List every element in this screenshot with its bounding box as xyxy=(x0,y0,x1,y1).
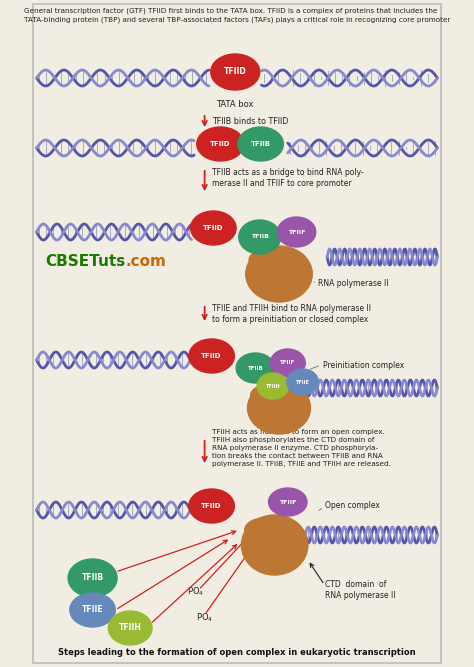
Text: TFIIB binds to TFIID: TFIIB binds to TFIID xyxy=(211,117,288,127)
Ellipse shape xyxy=(277,217,316,247)
Text: PO$_4$: PO$_4$ xyxy=(196,612,213,624)
Text: TFIIB: TFIIB xyxy=(82,574,104,582)
Text: Preinitiation complex: Preinitiation complex xyxy=(323,360,404,370)
Text: .com: .com xyxy=(126,255,167,269)
Ellipse shape xyxy=(236,353,274,383)
Text: TFIIB: TFIIB xyxy=(247,366,263,370)
Ellipse shape xyxy=(251,385,289,406)
Text: CBSETuts: CBSETuts xyxy=(46,255,126,269)
Ellipse shape xyxy=(238,127,283,161)
Ellipse shape xyxy=(249,249,289,271)
Ellipse shape xyxy=(270,349,305,377)
Ellipse shape xyxy=(109,611,152,645)
Text: TFIID: TFIID xyxy=(210,141,231,147)
Text: TFIIH acts as helicase to form an open complex.
TFIIH also phosphorylates the CT: TFIIH acts as helicase to form an open c… xyxy=(211,429,391,467)
Ellipse shape xyxy=(247,382,310,434)
Text: TFIIF: TFIIF xyxy=(280,360,295,366)
Ellipse shape xyxy=(241,515,308,575)
Ellipse shape xyxy=(189,489,234,523)
Ellipse shape xyxy=(197,127,244,161)
Text: TFIID: TFIID xyxy=(201,503,222,509)
Text: TFIIE and TFIIH bind to RNA polymerase II
to form a preinitiation or closed comp: TFIIE and TFIIH bind to RNA polymerase I… xyxy=(211,303,371,324)
Text: Steps leading to the formation of open complex in eukaryotic transcription: Steps leading to the formation of open c… xyxy=(58,648,416,657)
Ellipse shape xyxy=(257,373,289,399)
Ellipse shape xyxy=(245,518,284,542)
Text: TFIIH: TFIIH xyxy=(119,624,142,632)
Ellipse shape xyxy=(68,559,117,597)
Text: RNA polymerase II: RNA polymerase II xyxy=(319,279,389,289)
Text: CTD  domain  of
RNA polymerase II: CTD domain of RNA polymerase II xyxy=(325,580,396,600)
Text: TFIIB: TFIIB xyxy=(251,235,269,239)
Ellipse shape xyxy=(268,488,307,516)
Text: TFIID: TFIID xyxy=(201,353,222,359)
Text: General transcription factor (GTF) TFIID first binds to the TATA box. TFIID is a: General transcription factor (GTF) TFIID… xyxy=(24,8,450,23)
Text: TFIIB acts as a bridge to bind RNA poly-
merase II and TFIIF to core promoter: TFIIB acts as a bridge to bind RNA poly-… xyxy=(211,167,364,188)
Ellipse shape xyxy=(239,220,281,254)
Text: TATA box: TATA box xyxy=(217,100,254,109)
Text: TFIID: TFIID xyxy=(224,67,246,77)
Text: TFIIF: TFIIF xyxy=(288,229,305,235)
Text: TFIIE: TFIIE xyxy=(296,380,310,384)
Text: TFIID: TFIID xyxy=(203,225,224,231)
Text: PO$_4$: PO$_4$ xyxy=(187,586,204,598)
Ellipse shape xyxy=(70,593,115,627)
Ellipse shape xyxy=(191,211,236,245)
Ellipse shape xyxy=(246,246,312,302)
Ellipse shape xyxy=(189,339,234,373)
Text: TFIIE: TFIIE xyxy=(82,606,103,614)
Text: TFIIH: TFIIH xyxy=(265,384,280,388)
Text: TFIIB: TFIIB xyxy=(251,141,271,147)
Ellipse shape xyxy=(211,54,260,90)
Ellipse shape xyxy=(287,369,319,395)
Text: TFIIF: TFIIF xyxy=(279,500,296,504)
Text: Open complex: Open complex xyxy=(325,500,380,510)
